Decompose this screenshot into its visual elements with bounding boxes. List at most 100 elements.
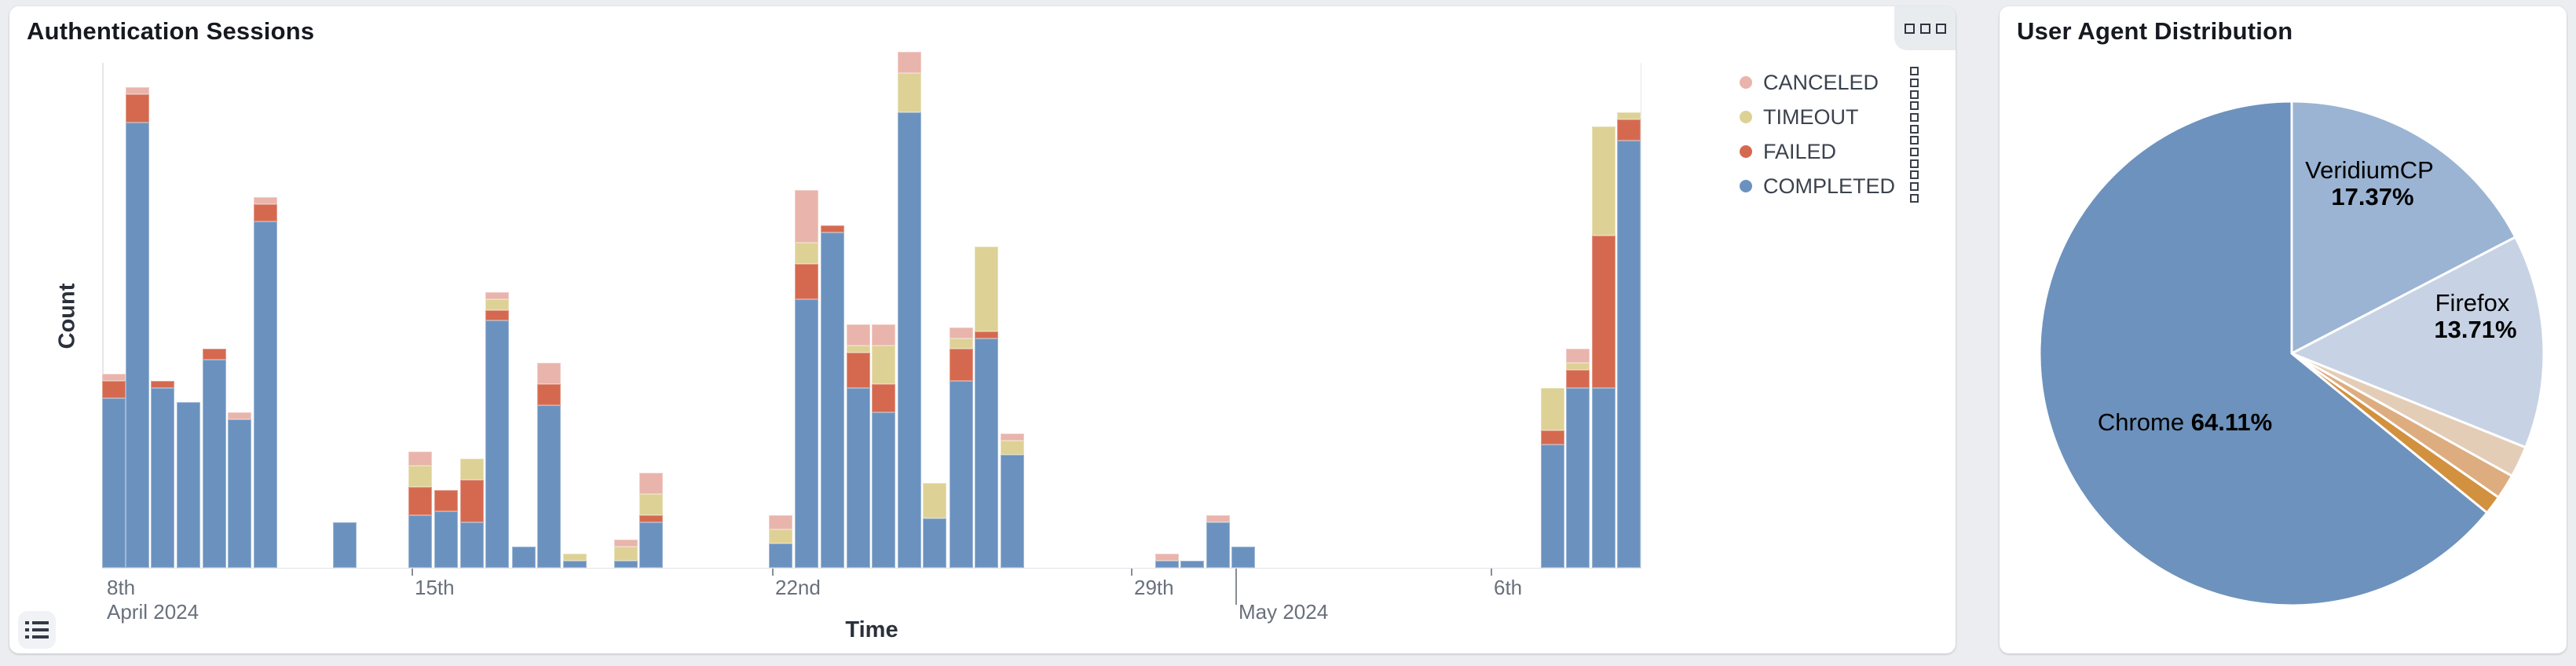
bar-segment-failed [485,309,509,320]
bar-segment-completed [1180,561,1204,568]
bar-segment-completed [408,514,432,568]
bar-segment-timeout [795,243,818,264]
stacked-bar[interactable] [1541,387,1564,568]
stacked-bar[interactable] [1155,554,1179,568]
bar-segment-failed [408,486,432,515]
legend-color-dot [1740,111,1752,123]
stacked-bar[interactable] [485,292,509,568]
bar-segment-timeout [408,465,432,487]
x-axis-tick [1131,569,1132,576]
legend-label: CANCELED [1763,70,1879,94]
legend-item-canceled[interactable]: CANCELED [1740,65,1920,100]
stacked-bar[interactable] [923,483,946,568]
x-axis-label: April 2024 [107,600,199,624]
pie-label-pct: 17.37% [2331,183,2413,210]
bar-segment-completed [950,380,973,568]
bar-segment-timeout [975,246,998,331]
drag-handle-icon[interactable] [1908,134,1920,170]
legend-item-failed[interactable]: FAILED [1740,134,1920,169]
stacked-bar[interactable] [408,451,432,568]
stacked-bar[interactable] [1206,514,1230,568]
pie-slice-firefox[interactable] [2290,236,2545,449]
bar-segment-failed [460,479,484,522]
bar-segment-timeout [485,299,509,310]
stacked-bar[interactable] [537,363,561,568]
stacked-bar[interactable] [102,373,126,568]
bar-segment-completed [434,511,458,568]
bar-segment-timeout [950,338,973,349]
stacked-bar[interactable] [151,380,174,568]
chart-options-button[interactable] [1894,6,1956,50]
stacked-bar[interactable] [563,554,587,568]
stacked-bar[interactable] [512,547,536,568]
square-glyph [1919,23,1930,34]
bar-segment-completed [333,521,357,568]
stacked-bar[interactable] [639,472,663,568]
bar-segment-completed [1155,561,1179,568]
x-axis-label: 22nd [775,576,821,599]
bar-segment-canceled [1206,514,1230,522]
square-glyph [1935,23,1946,34]
bar-segment-completed [1231,547,1255,568]
stacked-bar[interactable] [1592,126,1615,568]
bar-segment-timeout [460,458,484,480]
bar-segment-canceled [795,189,818,243]
bar-segment-timeout [614,547,638,561]
pie-slice-veridiumcp[interactable] [2290,101,2517,355]
legend-label: TIMEOUT [1763,104,1859,129]
y-axis-title: Count [54,283,80,349]
drag-handle-icon[interactable] [1908,100,1920,135]
user-agent-distribution-card: User Agent Distribution VeridiumCP 17.37%… [2000,6,2567,653]
stacked-bar[interactable] [614,540,638,568]
bar-segment-failed [203,349,226,360]
stacked-bar[interactable] [847,324,870,568]
stacked-bar[interactable] [228,412,251,568]
bar-segment-completed [847,387,870,568]
bar-segment-timeout [639,493,663,515]
bar-segment-failed [126,94,149,123]
stacked-bar[interactable] [898,52,921,568]
legend-color-dot [1740,180,1752,192]
stacked-bar[interactable] [1566,349,1590,568]
drag-handle-icon[interactable] [1908,169,1920,204]
bar-segment-failed [434,490,458,511]
stacked-bar[interactable] [254,196,277,568]
bar-segment-canceled [408,451,432,466]
stacked-bar[interactable] [460,458,484,568]
toggle-data-view-button[interactable] [18,611,56,649]
stacked-bar[interactable] [950,328,973,568]
bar-segment-completed [102,398,126,568]
stacked-bar[interactable] [821,225,844,568]
stacked-bar[interactable] [1617,112,1641,568]
pie-label-name: Firefox [2435,289,2510,317]
bar-segment-timeout [872,345,895,384]
stacked-bar[interactable] [1180,561,1204,568]
pie-slice-chrome[interactable] [2039,101,2489,606]
legend-item-timeout[interactable]: TIMEOUT [1740,100,1920,134]
bar-segment-completed [460,521,484,568]
bar-segment-completed [898,112,921,568]
drag-handle-icon[interactable] [1908,65,1920,101]
stacked-bar[interactable] [333,521,357,568]
card-title-agents: User Agent Distribution [2017,17,2293,45]
stacked-bar[interactable] [1231,547,1255,568]
bar-segment-failed [847,352,870,388]
stacked-bar[interactable] [203,349,226,568]
bar-segment-completed [485,320,509,568]
stacked-bar[interactable] [872,324,895,568]
legend-item-completed[interactable]: COMPLETED [1740,169,1920,203]
stacked-bar[interactable] [769,514,792,568]
bar-segment-failed [1617,119,1641,141]
x-axis-tick [772,569,774,576]
bar-segment-failed [102,380,126,398]
legend-label: COMPLETED [1763,174,1896,198]
pie-label-inline: Chrome 64.11% [2098,408,2272,436]
stacked-bar[interactable] [177,401,200,568]
bar-segment-canceled [537,363,561,384]
stacked-bar[interactable] [434,490,458,568]
stacked-bar[interactable] [1001,434,1024,568]
stacked-bar[interactable] [975,246,998,568]
stacked-bar[interactable] [795,189,818,568]
x-axis-label: 29th [1134,576,1174,599]
stacked-bar[interactable] [126,87,149,568]
